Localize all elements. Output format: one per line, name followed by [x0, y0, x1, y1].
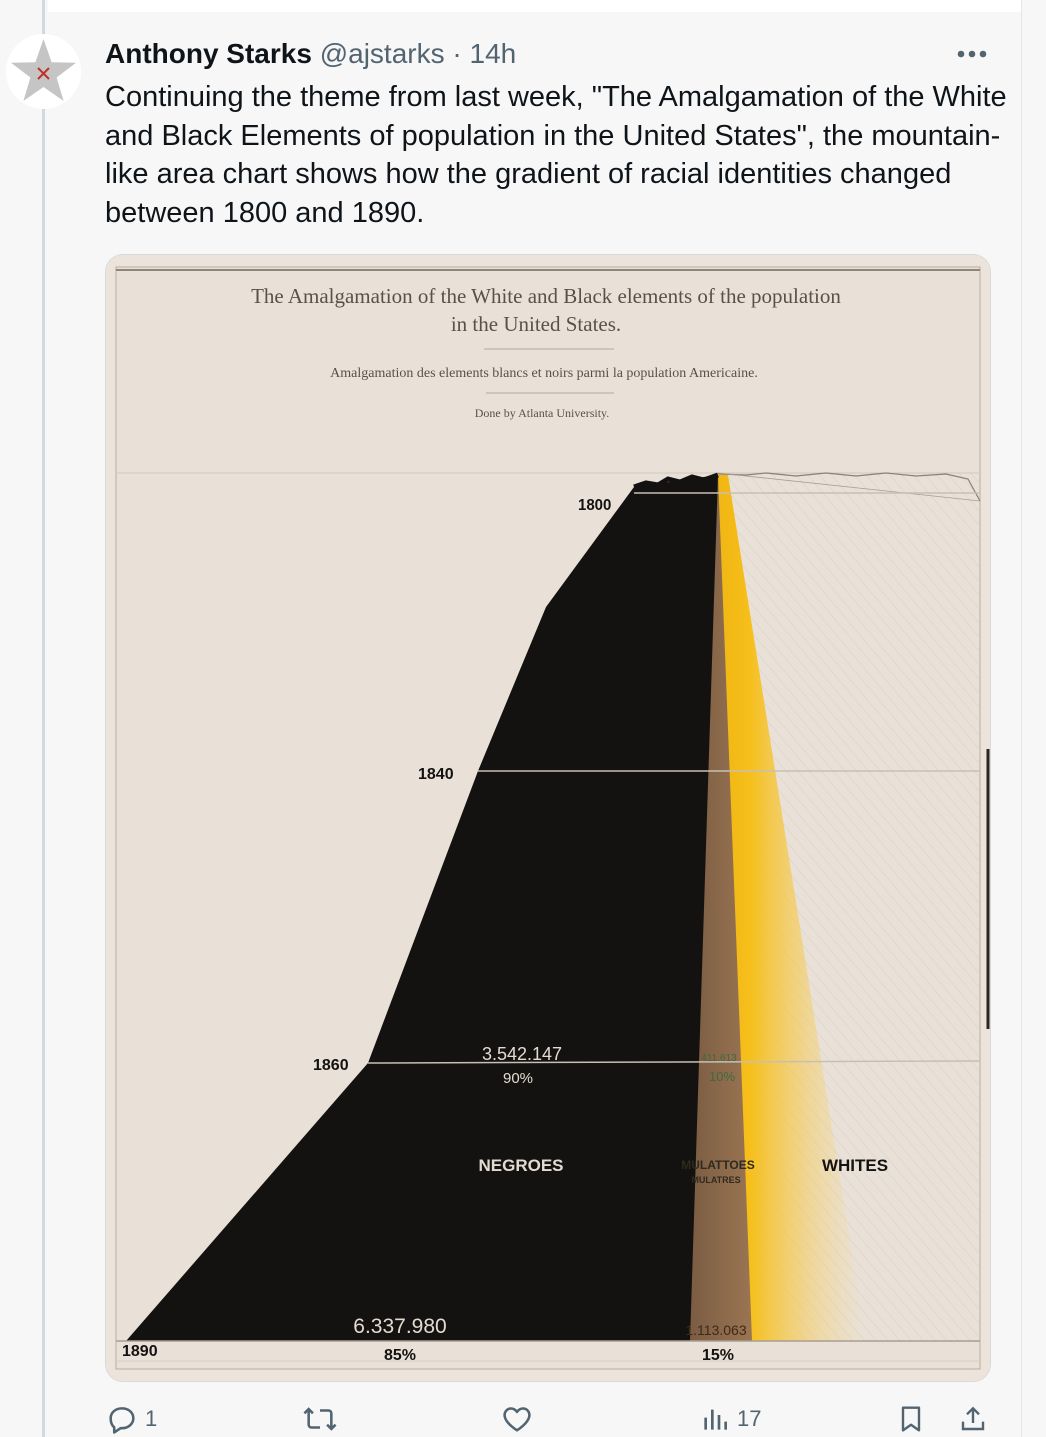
- chart-title-line2: in the United States.: [451, 312, 621, 336]
- author-name[interactable]: Anthony Starks: [105, 38, 312, 69]
- bookmark-icon: [901, 1405, 921, 1432]
- negroes-area: [126, 475, 718, 1341]
- separator-dot: ·: [452, 38, 462, 69]
- year-1860: 1860: [313, 1057, 349, 1074]
- year-1840: 1840: [418, 766, 454, 783]
- whites-label: WHITES: [822, 1156, 888, 1175]
- views-button[interactable]: 17: [699, 1400, 761, 1437]
- mulattoes-label-fr: MULATRES: [691, 1175, 740, 1185]
- tweet-actions: 1 17: [105, 1400, 995, 1437]
- like-icon: [503, 1406, 531, 1432]
- negroes-1860-count: 3.542.147: [482, 1044, 562, 1064]
- like-button[interactable]: [499, 1400, 535, 1437]
- more-icon: [957, 50, 987, 58]
- share-icon: [961, 1406, 985, 1430]
- tweet-text: Continuing the theme from last week, "Th…: [105, 81, 1007, 229]
- amalgamation-chart: The Amalgamation of the White and Black …: [106, 255, 990, 1381]
- chart-subtitle: Amalgamation des elements blancs et noir…: [330, 366, 758, 381]
- negroes-label: NEGROES: [478, 1156, 563, 1175]
- chart-credit: Done by Atlanta University.: [475, 406, 610, 420]
- retweet-button[interactable]: [301, 1400, 339, 1437]
- avatar[interactable]: [6, 34, 81, 109]
- reply-icon: [109, 1406, 135, 1434]
- thread-line: [42, 0, 45, 1437]
- year-1890: 1890: [122, 1343, 158, 1360]
- star-avatar-icon: [11, 39, 76, 101]
- views-count: 17: [737, 1405, 762, 1431]
- tweet-timestamp[interactable]: 14h: [469, 38, 517, 69]
- mulattoes-1860-count: 411.613: [701, 1053, 737, 1064]
- mulattoes-1860-pct: 10%: [709, 1069, 735, 1084]
- reply-button[interactable]: 1: [105, 1400, 157, 1437]
- share-button[interactable]: [957, 1400, 989, 1437]
- tweet-header: Anthony Starks @ajstarks · 14h: [105, 36, 516, 72]
- tweet-image[interactable]: The Amalgamation of the White and Black …: [105, 254, 991, 1382]
- retweet-icon: [303, 1406, 337, 1431]
- mulattoes-1890-count: 1.113.063: [685, 1322, 746, 1338]
- negroes-1860-pct: 90%: [503, 1070, 533, 1087]
- views-icon: [704, 1409, 727, 1430]
- negroes-1890-count: 6.337.980: [353, 1315, 446, 1338]
- author-handle[interactable]: @ajstarks: [319, 38, 445, 69]
- previous-tweet-card: [48, 0, 1022, 12]
- bookmark-button[interactable]: [895, 1400, 927, 1437]
- mulattoes-label: MULATTOES: [681, 1158, 755, 1172]
- timeline-border: [1021, 0, 1022, 1437]
- more-button[interactable]: [954, 42, 990, 66]
- year-1800: 1800: [578, 497, 611, 514]
- negroes-1890-pct: 85%: [384, 1347, 416, 1364]
- reply-count: 1: [145, 1405, 158, 1431]
- chart-title-line1: The Amalgamation of the White and Black …: [251, 284, 841, 308]
- mulattoes-1890-pct: 15%: [702, 1347, 734, 1364]
